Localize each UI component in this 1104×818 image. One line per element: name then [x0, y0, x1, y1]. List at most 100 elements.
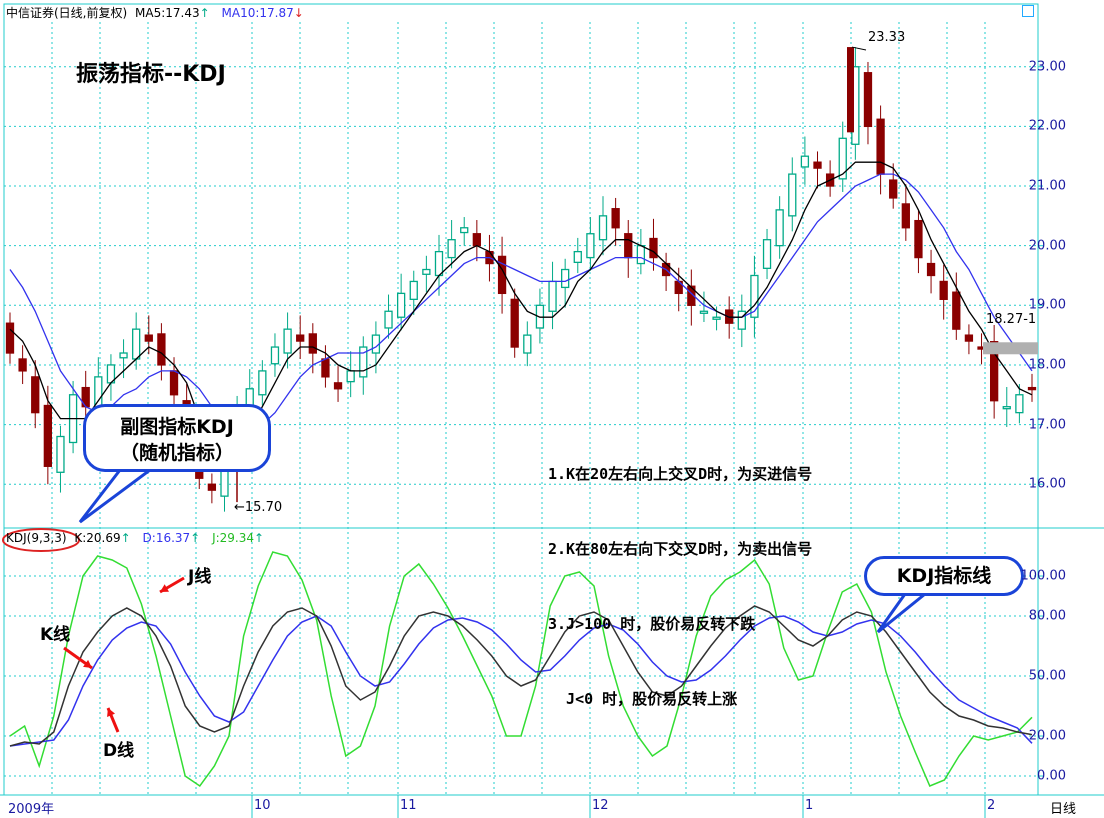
low-price-label: ←15.70	[234, 500, 283, 515]
price-tick-label: 20.00	[1028, 238, 1066, 254]
candle-body	[296, 334, 305, 342]
candle-body	[18, 358, 27, 372]
chart-header: 中信证券(日线,前复权) MA5:17.43↑ MA10:17.87↓	[6, 4, 304, 21]
kdj-tick-label: 20.00	[1028, 728, 1066, 744]
candle-body	[914, 219, 923, 259]
x-tick-label: 11	[400, 798, 417, 813]
candle-body	[611, 208, 620, 229]
candle-body	[649, 237, 658, 259]
k-arrow-head	[83, 659, 92, 668]
x-tick-label: 2009年	[8, 802, 55, 817]
candle-body	[939, 280, 948, 300]
maximize-icon[interactable]	[1022, 5, 1034, 17]
candle-body	[788, 173, 797, 217]
price-tick-label: 23.00	[1028, 59, 1066, 75]
candle-body	[838, 137, 847, 180]
candle-body	[775, 209, 784, 247]
note-line: J<0 时，股价易反转上涨	[548, 690, 738, 708]
candle-body	[800, 155, 810, 168]
kdj-tick-label: 50.00	[1028, 668, 1066, 684]
ma10-down-arrow-icon: ↓	[293, 6, 304, 20]
candle-body	[901, 203, 910, 229]
candle-body	[762, 239, 772, 269]
candle-body	[510, 298, 519, 348]
d-arrow-head	[107, 708, 116, 717]
k-value-label: K:20.69	[74, 531, 121, 545]
period-label: 日线	[1050, 802, 1077, 817]
candle-body	[119, 352, 128, 359]
candle-body	[333, 382, 343, 390]
candle-body	[561, 268, 570, 289]
indicator-name[interactable]: KDJ(9,3,3)	[6, 531, 67, 545]
page-title: 振荡指标--KDJ	[76, 62, 226, 87]
kdj-subchart-bubble: 副图指标KDJ （随机指标）	[83, 404, 271, 472]
indicator-header: KDJ(9,3,3) K:20.69↑ D:16.37↑ J:29.34↑	[6, 531, 264, 545]
candle-body	[699, 310, 709, 314]
candle-body	[598, 215, 608, 241]
kdj-tick-label: 100.00	[1020, 568, 1067, 584]
note-line: 1.K在20左右向上交叉D时，为买进信号	[548, 465, 813, 483]
candle-body	[434, 250, 444, 277]
kdj-label-ellipse	[2, 528, 80, 552]
last-price-label: 18.27-1	[986, 312, 1037, 327]
price-tick-label: 18.00	[1028, 357, 1066, 373]
bubble-tail	[876, 592, 930, 634]
j-value-label: J:29.34	[212, 531, 254, 545]
candle-body	[989, 341, 999, 402]
x-tick-label: 2	[987, 798, 996, 813]
candle-body	[132, 328, 141, 360]
candle-body	[889, 179, 898, 199]
candle-body	[409, 280, 418, 300]
price-tick-label: 16.00	[1028, 476, 1066, 492]
candle-body	[207, 483, 217, 491]
candle-body	[952, 291, 961, 330]
candle-body	[270, 346, 280, 365]
d-up-arrow-icon: ↑	[190, 531, 201, 545]
candle-body	[1002, 406, 1011, 410]
kdj-rules-notes: 1.K在20左右向上交叉D时，为买进信号 2.K在80左右向下交叉D时，为卖出信…	[548, 412, 812, 762]
candle-body	[43, 404, 53, 467]
candle-body	[472, 233, 481, 247]
kdj-tick-label: 80.00	[1028, 608, 1066, 624]
x-tick-label: 10	[254, 798, 271, 813]
j-arrow-head	[160, 584, 169, 592]
high-candle	[847, 47, 854, 133]
x-tick-label: 1	[805, 798, 814, 813]
candle-body	[346, 370, 355, 383]
candle-body	[1015, 394, 1024, 414]
k-up-arrow-icon: ↑	[120, 531, 131, 545]
high-pointer	[851, 46, 867, 51]
candle-body	[876, 118, 885, 175]
candle-body	[308, 333, 317, 354]
price-tick-label: 19.00	[1028, 297, 1066, 313]
candle-body	[926, 262, 936, 277]
candle-body	[813, 161, 822, 169]
candle-body	[1027, 386, 1037, 391]
candle-body	[447, 239, 456, 259]
high-price-label: 23.33	[868, 30, 906, 45]
candle-body	[169, 370, 179, 396]
last-price-marker	[983, 342, 1038, 355]
ma10-label: MA10:17.87	[221, 6, 294, 20]
bubble-line: 副图指标KDJ	[120, 416, 234, 438]
candle-body	[750, 274, 759, 318]
candle-body	[712, 316, 721, 320]
ma5-label: MA5:17.43	[135, 6, 200, 20]
candle-body	[321, 358, 330, 378]
bubble-tail	[78, 468, 155, 524]
candle-body	[737, 310, 746, 330]
price-tick-label: 21.00	[1028, 178, 1066, 194]
j-line	[9, 551, 1033, 788]
candle-body	[144, 334, 153, 342]
kdj-line-bubble: KDJ指标线	[864, 556, 1024, 596]
candle-body	[624, 233, 633, 259]
price-tick-label: 17.00	[1028, 417, 1066, 433]
kdj-tick-label: 0.00	[1037, 768, 1066, 784]
j-up-arrow-icon: ↑	[254, 531, 265, 545]
candle-body	[31, 376, 40, 414]
candle-body	[687, 285, 696, 306]
candle-body	[283, 328, 292, 354]
note-line: 3.J>100 时，股价易反转下跌	[548, 615, 756, 633]
